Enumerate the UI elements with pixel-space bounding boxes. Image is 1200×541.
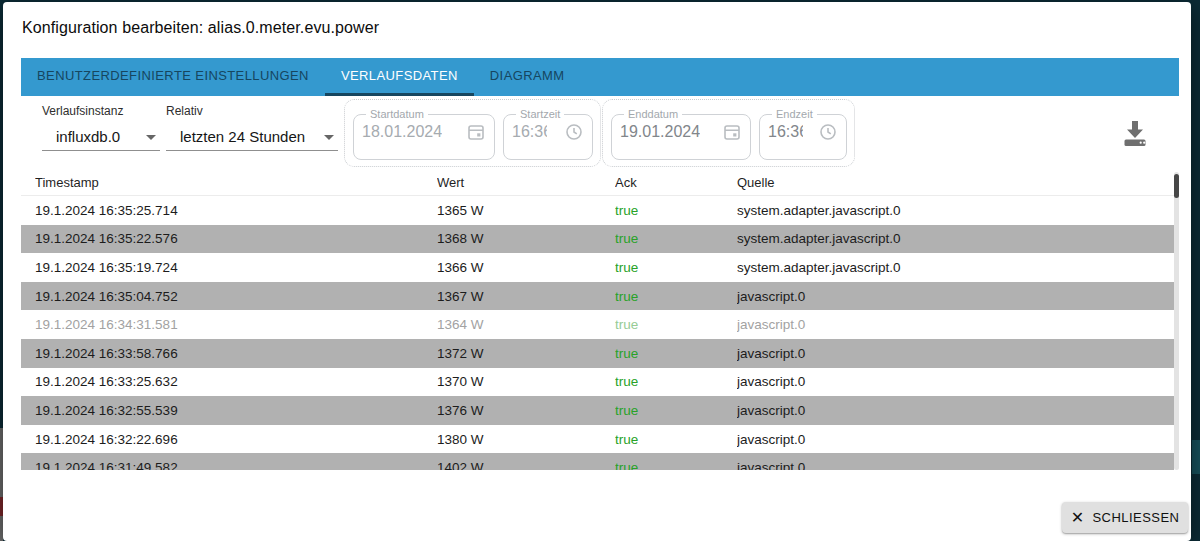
calendar-icon <box>722 122 742 142</box>
table-header: TimestampWertAckQuelle <box>21 169 1174 196</box>
cell-quelle: javascript.0 <box>737 317 1174 332</box>
cell-wert: 1368 W <box>437 231 615 246</box>
cell-timestamp: 19.1.2024 16:32:22.696 <box>35 432 437 447</box>
history-instance-value: influxdb.0 <box>42 128 120 145</box>
cell-timestamp: 19.1.2024 16:35:19.724 <box>35 260 437 275</box>
table-row: 19.1.2024 16:32:55.5391376 Wtruejavascri… <box>21 396 1174 425</box>
cell-ack: true <box>615 460 737 470</box>
relative-range-filter: Relativ letzten 24 Stunden <box>166 104 338 151</box>
cell-timestamp: 19.1.2024 16:35:25.714 <box>35 203 437 218</box>
tab-bar: BENUTZERDEFINIERTE EINSTELLUNGENVERLAUFS… <box>21 58 1179 96</box>
cell-ack: true <box>615 432 737 447</box>
edit-config-dialog: Konfiguration bearbeiten: alias.0.meter.… <box>3 2 1191 541</box>
cell-timestamp: 19.1.2024 16:32:55.539 <box>35 403 437 418</box>
cell-wert: 1380 W <box>437 432 615 447</box>
cell-wert: 1364 W <box>437 317 615 332</box>
end-range-group: Enddatum 19.01.2024 Endzeit 16:36 <box>602 99 855 167</box>
dialog-title: Konfiguration bearbeiten: alias.0.meter.… <box>22 19 379 37</box>
table-row: 19.1.2024 16:34:31.5811364 Wtruejavascri… <box>21 310 1174 339</box>
history-instance-label: Verlaufsinstanz <box>42 104 160 118</box>
tab-diagramm[interactable]: DIAGRAMM <box>474 58 581 96</box>
end-time-value: 16:36 <box>768 123 803 141</box>
cell-quelle: javascript.0 <box>737 289 1174 304</box>
table-row: 19.1.2024 16:33:25.6321370 Wtruejavascri… <box>21 368 1174 397</box>
cell-quelle: javascript.0 <box>737 403 1174 418</box>
history-instance-select[interactable]: influxdb.0 <box>42 123 160 151</box>
start-date-value: 18.01.2024 <box>362 123 442 141</box>
cell-wert: 1370 W <box>437 374 615 389</box>
cell-wert: 1372 W <box>437 346 615 361</box>
table-row: 19.1.2024 16:32:22.6961380 Wtruejavascri… <box>21 425 1174 454</box>
start-time-field[interactable]: Startzeit 16:36 <box>503 108 593 160</box>
table-row: 19.1.2024 16:35:04.7521367 Wtruejavascri… <box>21 282 1174 311</box>
cell-wert: 1367 W <box>437 289 615 304</box>
table-row: 19.1.2024 16:33:58.7661372 Wtruejavascri… <box>21 339 1174 368</box>
cell-timestamp: 19.1.2024 16:33:58.766 <box>35 346 437 361</box>
close-icon: ✕ <box>1071 510 1085 526</box>
end-date-field[interactable]: Enddatum 19.01.2024 <box>611 108 751 160</box>
relative-range-label: Relativ <box>166 104 338 118</box>
close-button[interactable]: ✕ SCHLIESSEN <box>1062 502 1188 533</box>
cell-ack: true <box>615 231 737 246</box>
cell-wert: 1402 W <box>437 460 615 470</box>
table-row: 19.1.2024 16:35:22.5761368 Wtruesystem.a… <box>21 225 1174 254</box>
cell-timestamp: 19.1.2024 16:33:25.632 <box>35 374 437 389</box>
start-time-label: Startzeit <box>516 108 564 120</box>
download-icon <box>1120 118 1150 148</box>
end-time-label: Endzeit <box>772 108 817 120</box>
history-table: 19.1.2024 16:35:25.7141365 Wtruesystem.a… <box>21 196 1174 470</box>
cell-ack: true <box>615 203 737 218</box>
chevron-down-icon <box>324 135 334 140</box>
start-date-field[interactable]: Startdatum 18.01.2024 <box>353 108 495 160</box>
clock-icon <box>564 122 584 142</box>
column-header-wert: Wert <box>437 175 615 190</box>
backdrop-fragment <box>1192 440 1200 474</box>
cell-quelle: javascript.0 <box>737 460 1174 470</box>
cell-quelle: javascript.0 <box>737 374 1174 389</box>
cell-timestamp: 19.1.2024 16:35:04.752 <box>35 289 437 304</box>
cell-ack: true <box>615 289 737 304</box>
cell-quelle: system.adapter.javascript.0 <box>737 203 1174 218</box>
cell-timestamp: 19.1.2024 16:34:31.581 <box>35 317 437 332</box>
table-row: 19.1.2024 16:35:19.7241366 Wtruesystem.a… <box>21 253 1174 282</box>
start-range-group: Startdatum 18.01.2024 Startzeit 16:36 <box>344 99 601 167</box>
calendar-icon <box>466 122 486 142</box>
column-header-timestamp: Timestamp <box>35 175 437 190</box>
cell-quelle: javascript.0 <box>737 346 1174 361</box>
relative-range-select[interactable]: letzten 24 Stunden <box>166 123 338 151</box>
cell-timestamp: 19.1.2024 16:31:49.582 <box>35 460 437 470</box>
cell-timestamp: 19.1.2024 16:35:22.576 <box>35 231 437 246</box>
history-instance-filter: Verlaufsinstanz influxdb.0 <box>42 104 160 151</box>
cell-wert: 1376 W <box>437 403 615 418</box>
cell-ack: true <box>615 317 737 332</box>
cell-ack: true <box>615 374 737 389</box>
clock-icon <box>818 122 838 142</box>
chevron-down-icon <box>146 135 156 140</box>
cell-wert: 1365 W <box>437 203 615 218</box>
download-button[interactable] <box>1118 115 1152 151</box>
table-scrollbar[interactable] <box>1174 172 1179 470</box>
table-row: 19.1.2024 16:35:25.7141365 Wtruesystem.a… <box>21 196 1174 225</box>
tab-verlaufsdaten[interactable]: VERLAUFSDATEN <box>325 58 474 96</box>
column-header-ack: Ack <box>615 175 737 190</box>
cell-quelle: javascript.0 <box>737 432 1174 447</box>
cell-ack: true <box>615 260 737 275</box>
cell-wert: 1366 W <box>437 260 615 275</box>
table-row: 19.1.2024 16:31:49.5821402 Wtruejavascri… <box>21 453 1174 470</box>
close-button-label: SCHLIESSEN <box>1092 510 1179 525</box>
relative-range-value: letzten 24 Stunden <box>166 128 305 145</box>
cell-quelle: system.adapter.javascript.0 <box>737 231 1174 246</box>
end-date-value: 19.01.2024 <box>620 123 700 141</box>
cell-ack: true <box>615 346 737 361</box>
scrollbar-thumb[interactable] <box>1174 174 1179 198</box>
tab-benutzerdefinierte-einstellungen[interactable]: BENUTZERDEFINIERTE EINSTELLUNGEN <box>21 58 325 96</box>
cell-ack: true <box>615 403 737 418</box>
start-time-value: 16:36 <box>512 123 547 141</box>
end-date-label: Enddatum <box>624 108 682 120</box>
start-date-label: Startdatum <box>366 108 428 120</box>
end-time-field[interactable]: Endzeit 16:36 <box>759 108 847 160</box>
cell-quelle: system.adapter.javascript.0 <box>737 260 1174 275</box>
column-header-quelle: Quelle <box>737 175 1174 190</box>
